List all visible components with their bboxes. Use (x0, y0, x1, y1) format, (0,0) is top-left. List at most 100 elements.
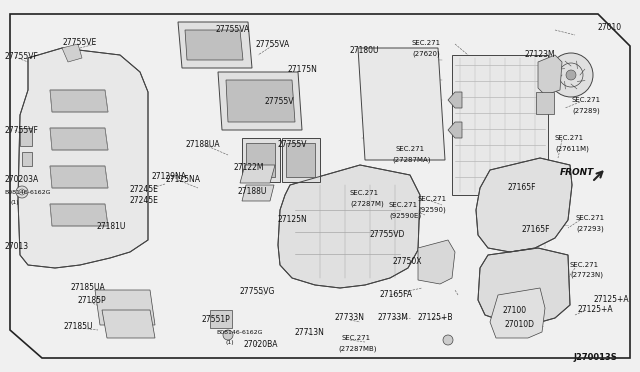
Circle shape (223, 330, 233, 340)
Text: 27125N: 27125N (278, 215, 308, 224)
Text: (27620): (27620) (412, 50, 440, 57)
Text: J270013S: J270013S (573, 353, 617, 362)
Polygon shape (22, 152, 32, 166)
Polygon shape (20, 128, 32, 146)
Polygon shape (102, 310, 155, 338)
Text: 27122M: 27122M (234, 163, 264, 172)
Text: 27165FA: 27165FA (380, 290, 413, 299)
Polygon shape (50, 166, 108, 188)
Text: 27100: 27100 (503, 306, 527, 315)
Polygon shape (452, 55, 548, 195)
Polygon shape (418, 240, 455, 284)
Text: SEC.271: SEC.271 (572, 97, 601, 103)
Text: 27165F: 27165F (508, 183, 536, 192)
Polygon shape (218, 72, 302, 130)
Text: SEC.271: SEC.271 (570, 262, 599, 268)
Polygon shape (50, 204, 108, 226)
Polygon shape (538, 55, 562, 95)
Polygon shape (448, 92, 462, 108)
Text: 27175N: 27175N (288, 65, 318, 74)
Text: 27755VG: 27755VG (240, 287, 275, 296)
Polygon shape (178, 22, 252, 68)
Text: 27188U: 27188U (237, 187, 266, 196)
Text: 27755V: 27755V (265, 97, 294, 106)
Polygon shape (282, 138, 320, 182)
Polygon shape (286, 143, 315, 177)
Text: 270203A: 270203A (4, 175, 38, 184)
Text: 27010: 27010 (598, 23, 622, 32)
Text: 27733N: 27733N (335, 313, 365, 322)
Circle shape (549, 53, 593, 97)
Text: (27611M): (27611M) (555, 145, 589, 151)
Text: (92590): (92590) (418, 206, 445, 212)
Text: 27181U: 27181U (96, 222, 125, 231)
Polygon shape (62, 44, 82, 62)
Polygon shape (246, 143, 275, 177)
Circle shape (16, 186, 28, 198)
Text: (27289): (27289) (572, 107, 600, 113)
Text: SEC.271: SEC.271 (555, 135, 584, 141)
Text: 27125+A: 27125+A (578, 305, 614, 314)
Polygon shape (242, 138, 280, 182)
Polygon shape (490, 288, 545, 338)
Text: (27723N): (27723N) (570, 272, 603, 279)
Circle shape (443, 335, 453, 345)
Text: B08146-6162G: B08146-6162G (4, 190, 51, 195)
Text: (27293): (27293) (576, 225, 604, 231)
Text: (1): (1) (10, 200, 19, 205)
Text: 27010D: 27010D (505, 320, 535, 329)
Text: 27755VA: 27755VA (215, 25, 249, 34)
Polygon shape (240, 165, 275, 183)
Text: 27188UA: 27188UA (185, 140, 220, 149)
Text: 27713N: 27713N (295, 328, 325, 337)
Polygon shape (210, 310, 232, 328)
Text: 27180U: 27180U (350, 46, 380, 55)
Text: 27245E: 27245E (130, 196, 159, 205)
Text: 27750X: 27750X (393, 257, 422, 266)
Polygon shape (185, 30, 243, 60)
Polygon shape (226, 80, 295, 122)
Text: SEC.271: SEC.271 (389, 202, 418, 208)
Text: SEC.271: SEC.271 (396, 146, 425, 152)
Text: SEC.271: SEC.271 (342, 335, 371, 341)
Text: 27733M: 27733M (378, 313, 409, 322)
Text: 27755V: 27755V (278, 140, 307, 149)
Text: SEC.271: SEC.271 (418, 196, 447, 202)
Text: 27125+B: 27125+B (418, 313, 454, 322)
Text: 27755VD: 27755VD (370, 230, 405, 239)
Text: 27185U: 27185U (63, 322, 93, 331)
Polygon shape (358, 48, 445, 160)
Polygon shape (95, 290, 155, 325)
Text: 27125NA: 27125NA (165, 175, 200, 184)
Polygon shape (448, 122, 462, 138)
Text: 27129NA: 27129NA (152, 172, 187, 181)
Polygon shape (478, 248, 570, 325)
Text: 27020BA: 27020BA (244, 340, 278, 349)
Polygon shape (278, 165, 420, 288)
Polygon shape (50, 128, 108, 150)
Text: (27287M): (27287M) (350, 200, 384, 206)
Text: 27185UA: 27185UA (70, 283, 105, 292)
Text: 27755VF: 27755VF (4, 126, 38, 135)
Text: 27013: 27013 (4, 242, 28, 251)
Text: (92590E): (92590E) (389, 212, 421, 218)
Text: B08146-6162G: B08146-6162G (216, 330, 262, 335)
Polygon shape (476, 158, 572, 252)
Text: 27125+A: 27125+A (594, 295, 630, 304)
Text: SEC.271: SEC.271 (412, 40, 441, 46)
Text: 27123M: 27123M (525, 50, 556, 59)
Text: 27755VE: 27755VE (62, 38, 96, 47)
Text: 27185P: 27185P (77, 296, 106, 305)
Text: (27287MB): (27287MB) (338, 345, 376, 352)
Text: SEC.271: SEC.271 (576, 215, 605, 221)
Polygon shape (18, 48, 148, 268)
Polygon shape (242, 185, 274, 201)
Text: 27755VA: 27755VA (255, 40, 289, 49)
Text: FRONT: FRONT (560, 168, 595, 177)
Text: (27287MA): (27287MA) (392, 156, 431, 163)
Text: 27165F: 27165F (522, 225, 550, 234)
Polygon shape (50, 90, 108, 112)
Text: 27245E: 27245E (130, 185, 159, 194)
Text: 27755VF: 27755VF (4, 52, 38, 61)
Text: (1): (1) (226, 340, 235, 345)
